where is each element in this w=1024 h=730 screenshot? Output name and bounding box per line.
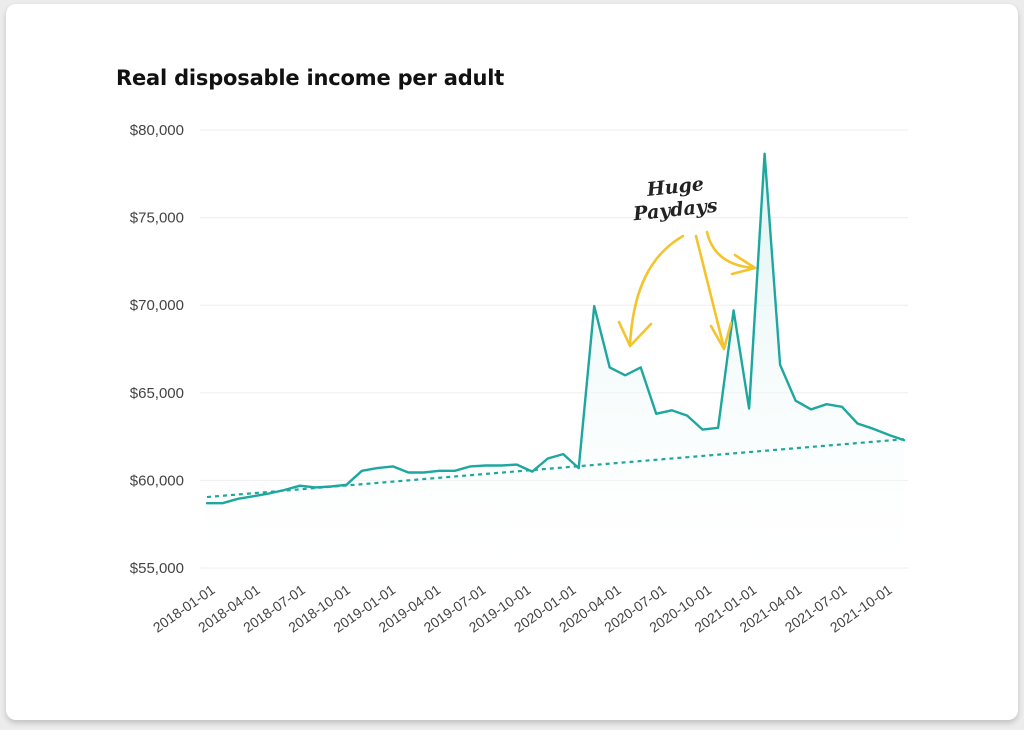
area-fill (207, 153, 904, 568)
chart-card (6, 4, 1018, 720)
arrow-head-1 (617, 320, 653, 348)
y-tick-label: $60,000 (130, 472, 184, 489)
y-tick-label: $75,000 (130, 210, 184, 227)
chart-title: Real disposable income per adult (116, 66, 505, 90)
area-fill-path (207, 153, 904, 568)
income-line (205, 152, 906, 505)
y-tick-label: $65,000 (130, 385, 184, 402)
y-tick-label: $55,000 (130, 560, 184, 577)
y-axis: $55,000 $60,000 $65,000 $70,000 $75,000 $80,0… (130, 122, 184, 577)
y-tick-label: $70,000 (130, 297, 184, 314)
y-tick-label: $80,000 (130, 122, 184, 139)
series-layer (205, 152, 906, 505)
arrow-head-3 (730, 253, 757, 276)
arrow-to-third-peak (705, 230, 756, 270)
arrow-to-first-peak (628, 234, 685, 347)
annotation-line-2: Paydays (631, 195, 719, 226)
arrow-head-2 (709, 321, 733, 351)
x-axis: 2018-01-012018-04-012018-07-012018-10-01… (150, 581, 895, 635)
arrow-to-second-peak (694, 234, 726, 350)
